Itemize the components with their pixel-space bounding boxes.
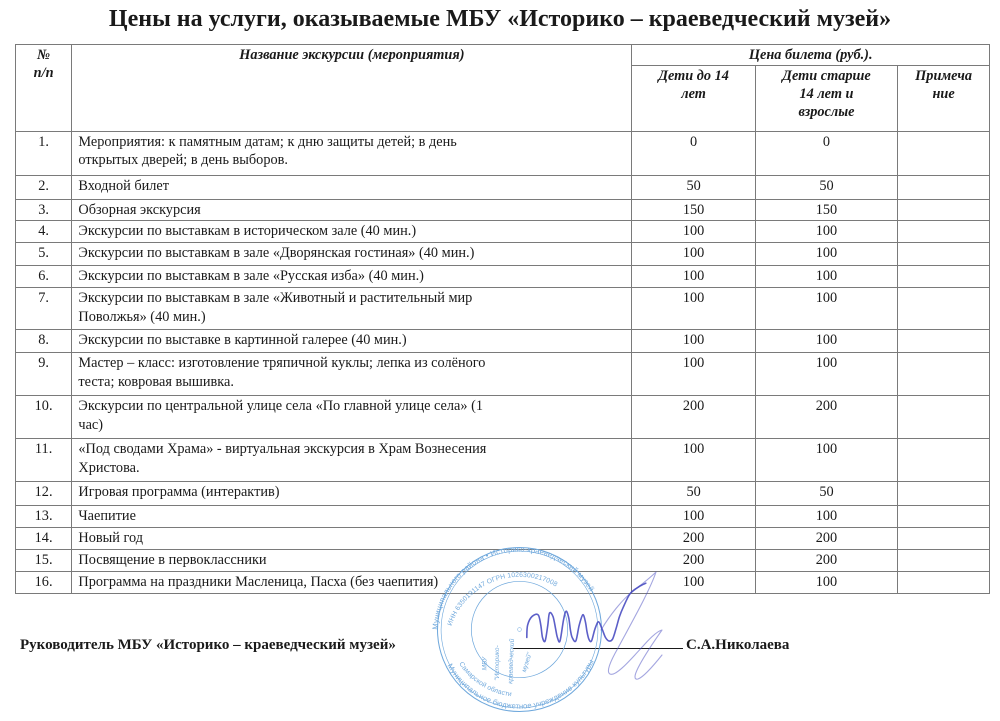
svg-text:"Историко-: "Историко- [494,644,501,680]
svg-text:краеведческий: краеведческий [506,638,516,684]
svg-text:МБУ: МБУ [481,656,488,670]
svg-text:Муниципальное бюджетное учрежд: Муниципальное бюджетное учреждение культ… [445,657,595,710]
svg-text:ИНН 6350191147 ОГРН 1026300217: ИНН 6350191147 ОГРН 1026300217008 [446,571,558,626]
svg-text:музей": музей" [519,650,533,672]
